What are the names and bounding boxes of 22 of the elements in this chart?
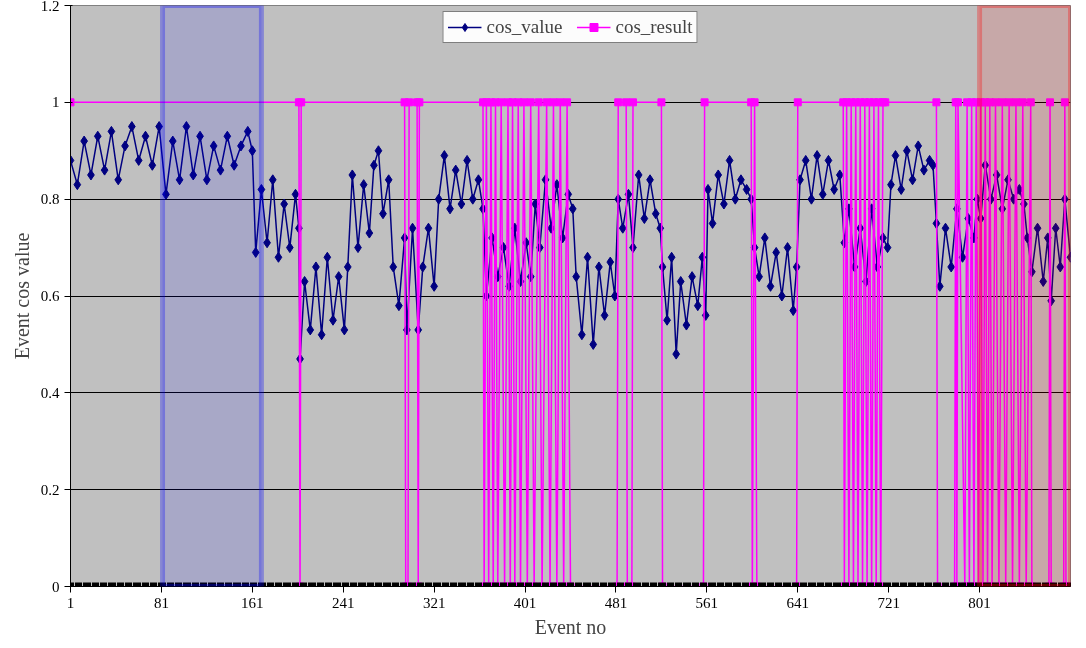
x-tick-label: 481: [604, 594, 628, 611]
y-axis-title: Event cos value: [10, 232, 33, 360]
y-tick-label: 0.4: [40, 384, 60, 401]
y-tick-label: 0: [52, 578, 60, 595]
x-tick-label: 561: [695, 594, 719, 611]
y-tick-label: 0.8: [40, 191, 60, 208]
x-tick-label: 161: [241, 594, 264, 611]
y-tick-label: 0.2: [40, 481, 60, 498]
y-tick-label: 0.6: [40, 288, 60, 304]
x-tick-label: 1: [66, 594, 75, 611]
y-tick-label: 1: [52, 94, 60, 111]
x-tick-label: 321: [422, 594, 446, 611]
x-tick-label: 401: [513, 594, 537, 611]
legend-label: cos_result: [615, 16, 693, 38]
y-tick-label: 1.2: [40, 0, 60, 14]
x-tick-label: 641: [786, 594, 810, 611]
x-axis-title: Event no: [534, 615, 607, 638]
x-tick-label: 241: [331, 594, 355, 611]
x-tick-label: 81: [153, 594, 169, 611]
x-tick-label: 801: [968, 594, 991, 611]
x-tick-label: 721: [877, 594, 900, 611]
legend-label: cos_value: [486, 16, 563, 38]
